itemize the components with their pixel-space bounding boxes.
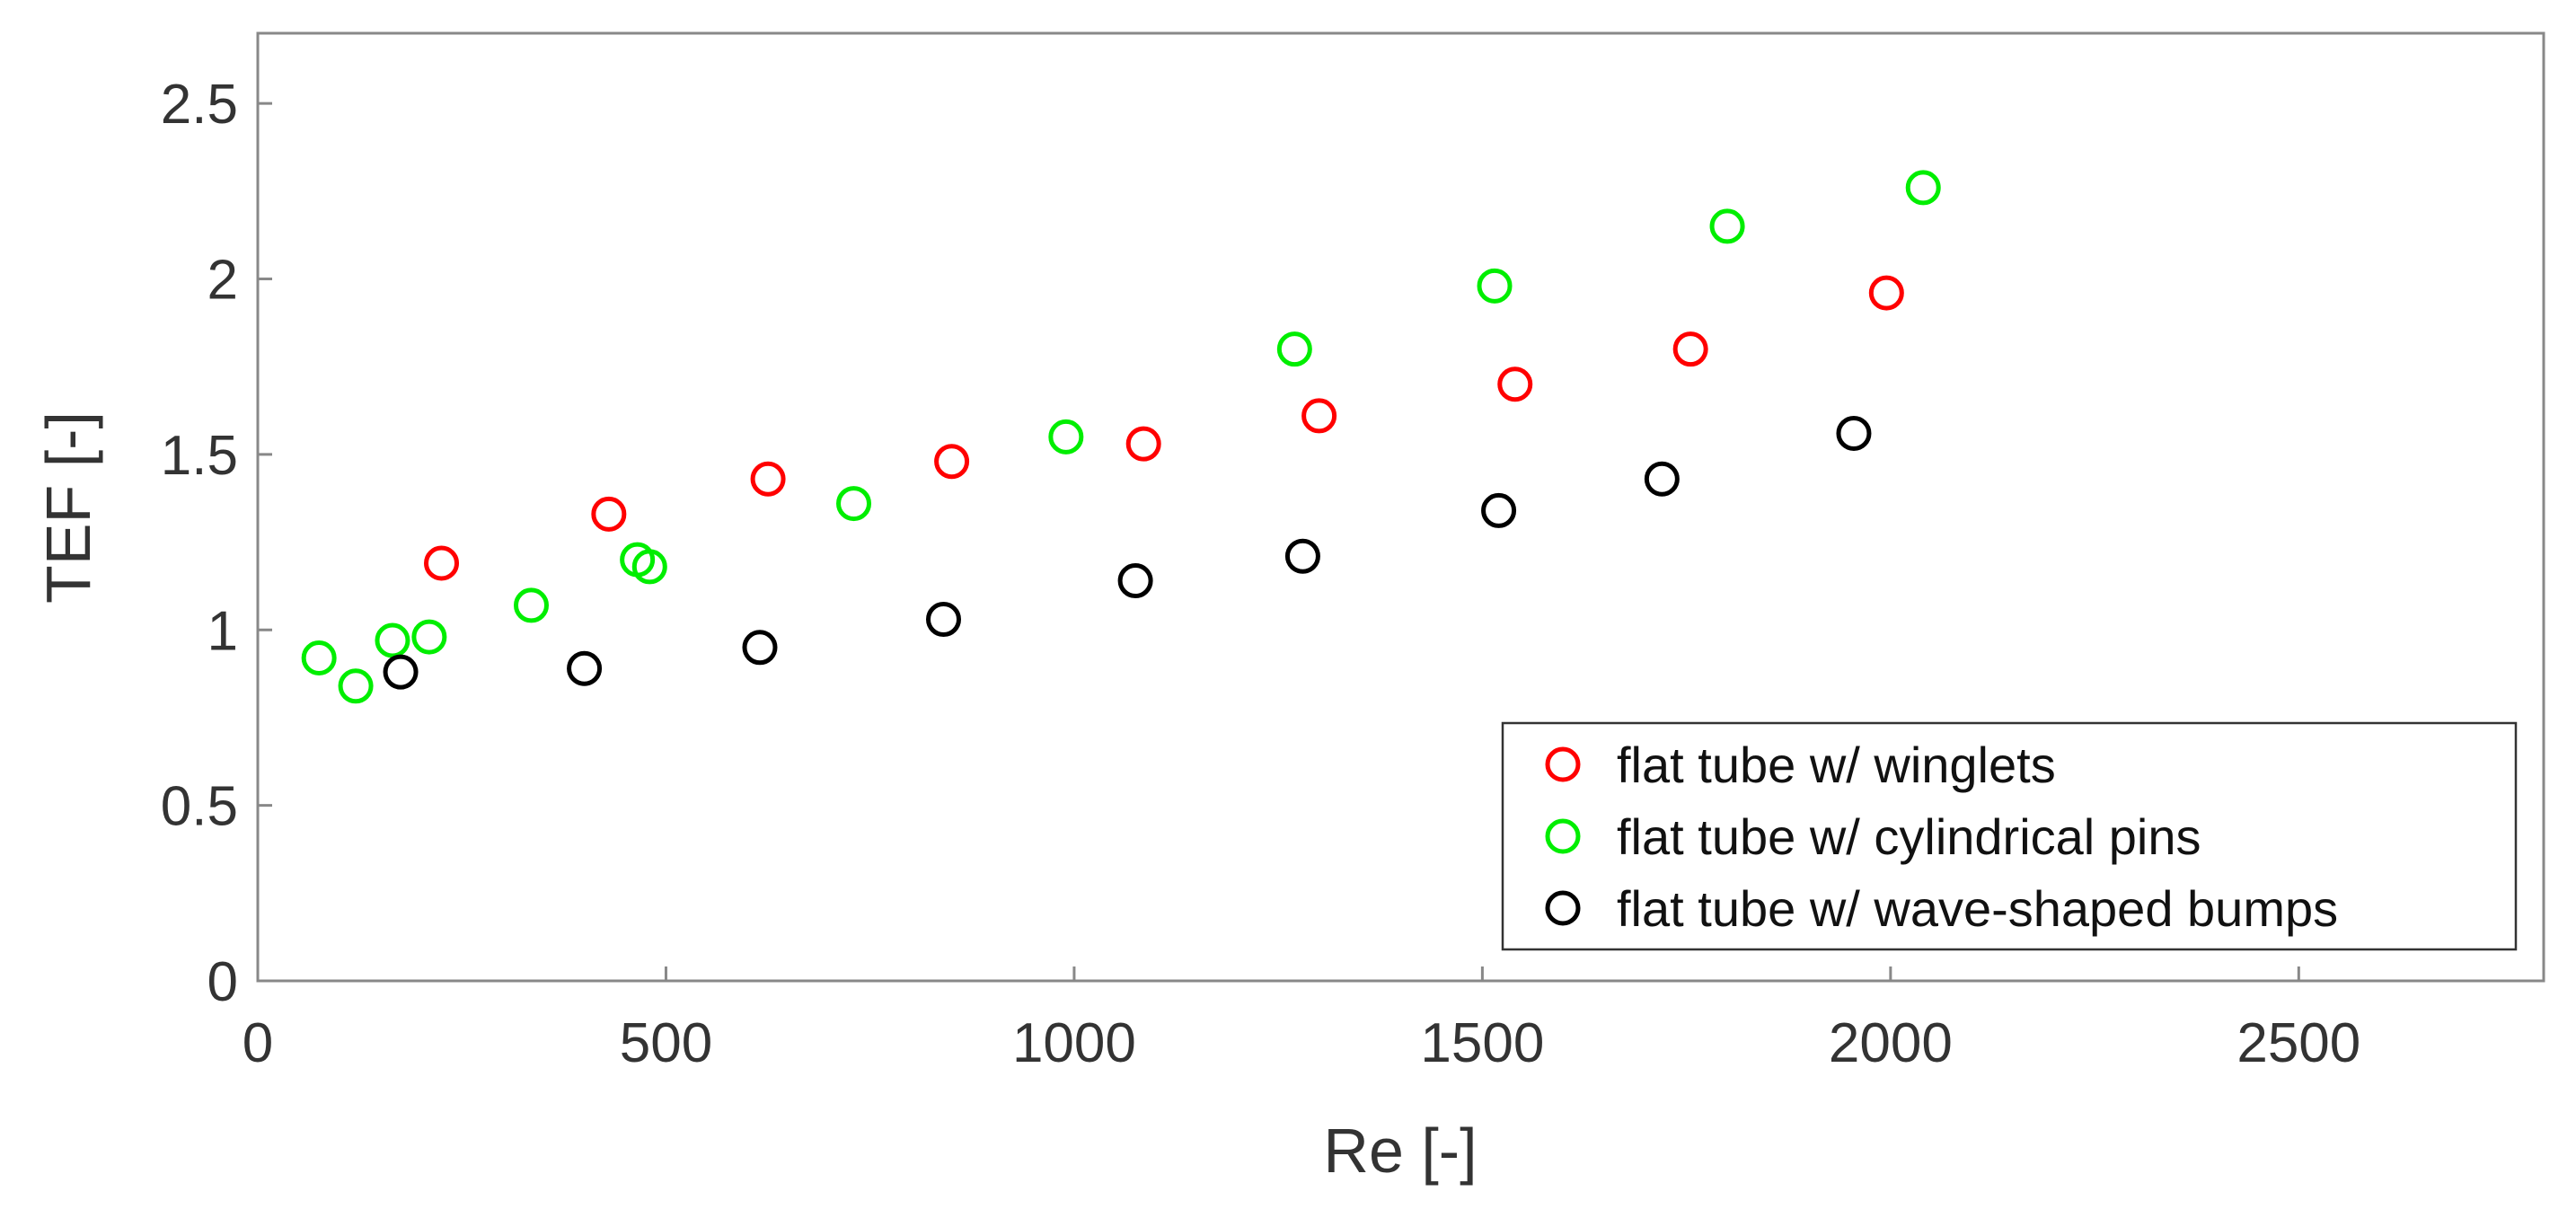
legend-box <box>1501 721 2518 951</box>
series-3-point <box>1284 538 1320 574</box>
series-2-point <box>1905 170 1941 206</box>
x-tick-label: 500 <box>620 1012 712 1074</box>
series-2-point <box>411 619 447 655</box>
x-tick-label: 1500 <box>1420 1012 1544 1074</box>
series-2-point <box>513 587 549 623</box>
y-tick-label: 0.5 <box>161 776 238 838</box>
axis-ticks: 0 500 1000 1500 2000 2500 0 0.5 1 1.5 2 2.5 <box>161 74 2360 1074</box>
series-2-point <box>631 549 667 585</box>
legend: flat tube w/ winglets flat tube w/ cylind… <box>1501 721 2518 951</box>
legend-items: flat tube w/ winglets flat tube w/ cylind… <box>1545 737 2338 937</box>
series-1-point <box>1301 398 1337 434</box>
series-2-point <box>338 668 374 704</box>
series-1-point <box>424 545 460 581</box>
legend-label-2: flat tube w/ cylindrical pins <box>1617 808 2201 865</box>
series-1-point <box>1125 426 1161 462</box>
series-3-point <box>1644 461 1680 497</box>
series-2-point <box>1477 268 1513 304</box>
y-tick-label: 2.5 <box>161 74 238 136</box>
series-3-point <box>926 602 961 638</box>
x-tick-label: 2000 <box>1829 1012 1953 1074</box>
x-tick-label: 1000 <box>1012 1012 1136 1074</box>
legend-marker-2 <box>1545 818 1581 854</box>
series-1-point <box>934 444 970 480</box>
series-1-point <box>750 461 786 497</box>
x-axis-title: Re [-] <box>1323 1116 1477 1186</box>
series-2-point <box>836 486 872 522</box>
y-tick-label: 1 <box>207 600 238 662</box>
series-1-point <box>1868 275 1904 311</box>
series-3-point <box>1117 563 1153 599</box>
series-3-point <box>1836 415 1872 451</box>
legend-label-1: flat tube w/ winglets <box>1617 737 2056 793</box>
series-2-point <box>301 640 337 676</box>
y-tick-label: 1.5 <box>161 425 238 487</box>
series-1-point <box>1497 366 1533 402</box>
legend-label-3: flat tube w/ wave-shaped bumps <box>1617 880 2338 937</box>
series-3-point <box>383 654 419 690</box>
plot-frame <box>256 31 2545 983</box>
series-2-point <box>1276 331 1312 367</box>
series-2-point <box>1048 419 1084 455</box>
x-tick-label: 0 <box>243 1012 273 1074</box>
y-tick-label: 2 <box>207 250 238 312</box>
series-2-point <box>1709 208 1745 244</box>
x-tick-label: 2500 <box>2236 1012 2360 1074</box>
series-2-point <box>375 622 410 658</box>
series-3-point <box>567 650 603 686</box>
legend-marker-1 <box>1545 746 1581 782</box>
y-tick-label: 0 <box>207 951 238 1013</box>
series-1-point <box>591 496 627 532</box>
series-3-point <box>742 630 778 666</box>
series-3-point <box>1481 492 1517 528</box>
legend-marker-3 <box>1545 890 1581 926</box>
y-axis-title: TEF [-] <box>33 411 103 604</box>
series-1-point <box>1672 331 1708 367</box>
data-points <box>301 170 1941 704</box>
